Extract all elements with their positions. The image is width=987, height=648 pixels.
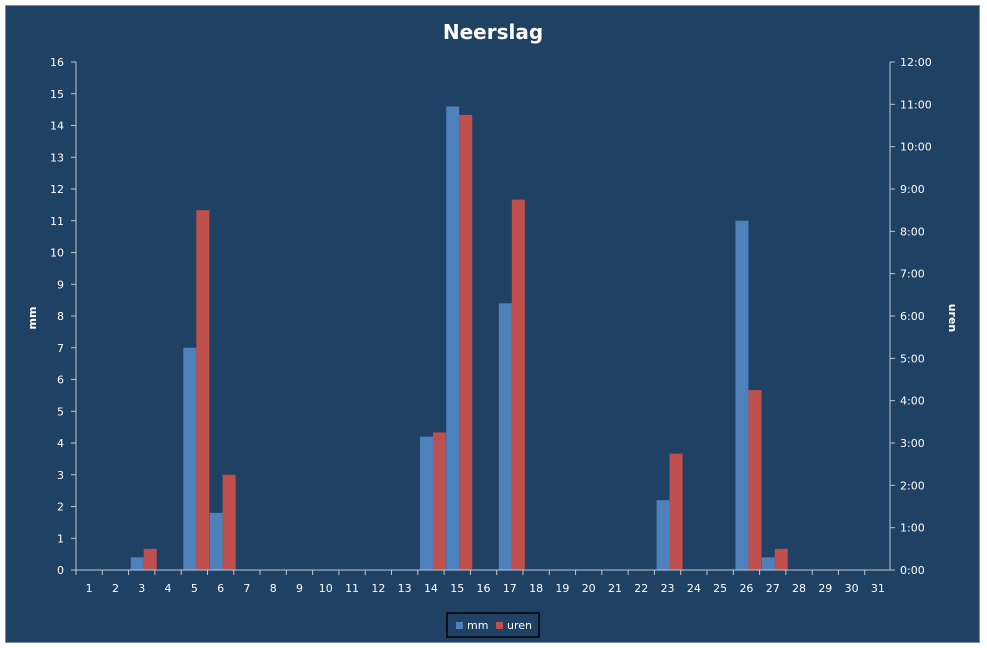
y-left-tick-label: 13	[50, 151, 64, 164]
y-left-tick-label: 10	[50, 247, 64, 260]
y-right-tick-label: 1:00	[900, 522, 925, 535]
x-tick-label-5: 5	[191, 582, 198, 595]
x-tick-label-14: 14	[424, 582, 438, 595]
y-left-tick-label: 12	[50, 183, 64, 196]
x-tick-label-24: 24	[687, 582, 701, 595]
y-right-tick-label: 6:00	[900, 310, 925, 323]
x-tick-label-19: 19	[555, 582, 569, 595]
bar-mm-5	[183, 347, 197, 570]
x-tick-label-3: 3	[138, 582, 145, 595]
x-tick-label-7: 7	[243, 582, 250, 595]
y-left-tick-label: 6	[57, 374, 64, 387]
y-right-tick-label: 9:00	[900, 183, 925, 196]
x-tick-label-17: 17	[503, 582, 517, 595]
y-left-tick-label: 4	[57, 437, 64, 450]
bar-uren-3	[143, 548, 157, 570]
y-left-tick-label: 15	[50, 88, 64, 101]
chart-svg: Neerslag 0123456789101112131415160:001:0…	[26, 20, 959, 638]
x-tick-label-18: 18	[529, 582, 543, 595]
y-left-tick-label: 11	[50, 215, 64, 228]
y-right-tick-label: 7:00	[900, 268, 925, 281]
x-tick-label-31: 31	[871, 582, 885, 595]
bar-uren-23	[669, 453, 683, 570]
y-left-tick-label: 0	[57, 564, 64, 577]
x-tick-label-6: 6	[217, 582, 224, 595]
bar-mm-3	[130, 557, 144, 570]
bar-uren-5	[196, 210, 210, 570]
bar-uren-14	[432, 432, 446, 570]
x-tick-label-25: 25	[713, 582, 727, 595]
x-tick-label-16: 16	[477, 582, 491, 595]
x-tick-label-21: 21	[608, 582, 622, 595]
x-tick-label-13: 13	[398, 582, 412, 595]
x-tick-label-27: 27	[766, 582, 780, 595]
bar-mm-27	[761, 557, 775, 570]
x-tick-label-10: 10	[319, 582, 333, 595]
legend-label-mm: mm	[467, 619, 488, 632]
bar-mm-15	[446, 106, 460, 570]
x-tick-label-12: 12	[371, 582, 385, 595]
y-right-tick-label: 2:00	[900, 479, 925, 492]
bar-uren-6	[222, 474, 236, 570]
legend-swatch-uren	[496, 622, 503, 629]
y-left-tick-label: 16	[50, 56, 64, 69]
x-tick-label-23: 23	[661, 582, 675, 595]
y-left-tick-label: 2	[57, 501, 64, 514]
y-right-tick-label: 5:00	[900, 352, 925, 365]
y-left-tick-label: 8	[57, 310, 64, 323]
legend: mm uren	[446, 612, 540, 638]
y-right-tick-label: 8:00	[900, 225, 925, 238]
y-left-tick-label: 14	[50, 120, 64, 133]
y-axis-right-title: uren	[946, 304, 959, 333]
bar-uren-27	[774, 548, 788, 570]
bar-uren-15	[459, 114, 473, 571]
x-tick-label-28: 28	[792, 582, 806, 595]
tick-labels: 0123456789101112131415160:001:002:003:00…	[50, 56, 932, 595]
bar-mm-14	[419, 436, 433, 570]
bar-uren-17	[511, 199, 525, 571]
x-tick-label-2: 2	[112, 582, 119, 595]
x-tick-label-29: 29	[818, 582, 832, 595]
x-tick-label-22: 22	[634, 582, 648, 595]
y-right-tick-label: 10:00	[900, 141, 932, 154]
y-left-tick-label: 1	[57, 532, 64, 545]
bar-mm-17	[498, 303, 512, 570]
y-left-tick-label: 7	[57, 342, 64, 355]
chart-title: Neerslag	[443, 20, 543, 44]
y-left-tick-label: 9	[57, 278, 64, 291]
y-right-tick-label: 4:00	[900, 395, 925, 408]
x-tick-label-26: 26	[739, 582, 753, 595]
chart-area: Neerslag 0 1 2 3 4 5 6 7 8 9 10 11 12 13 14 15 16 0:00 1:0…	[5, 5, 980, 643]
x-tick-label-30: 30	[845, 582, 859, 595]
bar-mm-23	[656, 500, 670, 570]
y-left-tick-label: 3	[57, 469, 64, 482]
x-tick-label-20: 20	[582, 582, 596, 595]
y-right-tick-label: 11:00	[900, 98, 932, 111]
y-right-tick-label: 3:00	[900, 437, 925, 450]
bar-mm-6	[209, 512, 223, 570]
x-tick-label-1: 1	[86, 582, 93, 595]
bar-mm-26	[735, 220, 749, 570]
legend-label-uren: uren	[507, 619, 532, 632]
y-right-tick-label: 0:00	[900, 564, 925, 577]
y-left-tick-label: 5	[57, 405, 64, 418]
bar-uren-26	[748, 390, 762, 570]
y-axis-left-title: mm	[26, 307, 39, 330]
x-tick-label-4: 4	[165, 582, 172, 595]
y-right-tick-label: 12:00	[900, 56, 932, 69]
legend-swatch-mm	[456, 622, 463, 629]
bars-layer	[130, 106, 788, 571]
legend-box	[446, 612, 540, 638]
x-tick-label-8: 8	[270, 582, 277, 595]
x-tick-label-11: 11	[345, 582, 359, 595]
x-tick-label-9: 9	[296, 582, 303, 595]
axes-layer	[71, 61, 895, 575]
x-tick-label-15: 15	[450, 582, 464, 595]
